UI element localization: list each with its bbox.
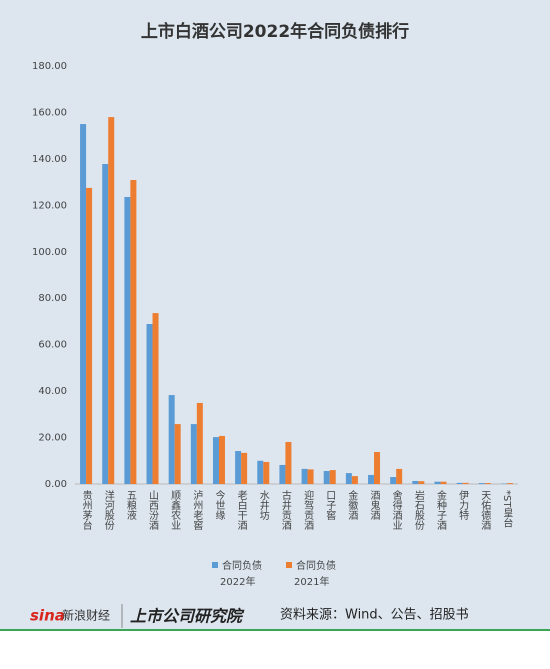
bar (130, 180, 137, 484)
chart-title: 上市白酒公司2022年合同负债排行 (141, 21, 409, 42)
x-tick-label: 顺鑫农业 (169, 490, 181, 530)
bar (80, 124, 87, 485)
bar (462, 482, 469, 484)
bar (351, 476, 358, 484)
bar (241, 452, 248, 484)
y-tick-label: 100.00 (32, 247, 67, 258)
legend-year: 2021年 (294, 575, 329, 588)
x-tick-label: *ST皇台 (501, 490, 513, 528)
footer-background (0, 630, 550, 669)
x-tick-label: 五粮液 (124, 490, 136, 521)
x-tick-label: 金种子酒 (434, 489, 446, 531)
logo: sina (30, 607, 65, 625)
bar (279, 464, 286, 484)
bar (396, 468, 403, 484)
legend-label: 合同负债 (296, 559, 336, 572)
legend-swatch (286, 562, 292, 568)
x-tick-label: 山西汾酒 (147, 490, 159, 531)
y-tick-label: 0.00 (45, 479, 67, 490)
y-tick-label: 80.00 (38, 293, 67, 304)
x-tick-label: 迎驾贡酒 (302, 490, 314, 531)
bar (102, 163, 109, 484)
x-tick-label: 古井贡酒 (279, 489, 291, 531)
bar (301, 468, 308, 484)
x-tick-label: 今世缘 (213, 489, 225, 520)
legend-year: 2022年 (220, 575, 255, 588)
y-tick-label: 180.00 (32, 61, 67, 72)
bar (390, 477, 397, 484)
bar (196, 402, 203, 484)
bar (285, 441, 292, 484)
bar (323, 470, 330, 484)
bar (506, 483, 513, 484)
legend-label: 合同负债 (222, 559, 262, 572)
x-tick-label: 舍得酒业 (390, 489, 402, 530)
bar (412, 480, 419, 484)
bar (257, 460, 264, 484)
footer-source: 资料来源：Wind、公告、招股书 (280, 608, 469, 623)
bar (124, 196, 131, 484)
bar (374, 451, 381, 484)
bar (478, 483, 485, 484)
x-tick-label: 老白干酒 (235, 489, 247, 531)
bar (345, 473, 352, 484)
bar (440, 481, 447, 484)
y-tick-label: 120.00 (32, 200, 67, 211)
bar (190, 424, 197, 484)
bar (456, 482, 463, 484)
y-tick-label: 40.00 (38, 386, 67, 397)
y-tick-label: 20.00 (38, 433, 67, 444)
x-tick-label: 酒鬼酒 (368, 490, 380, 521)
x-tick-label: 伊力特 (457, 490, 469, 520)
x-tick-label: 金徽酒 (346, 489, 358, 521)
y-tick-label: 60.00 (38, 340, 67, 351)
x-tick-label: 贵州茅台 (80, 489, 92, 531)
y-tick-label: 140.00 (32, 154, 67, 165)
bar (212, 437, 219, 484)
x-tick-label: 天佑德酒 (479, 490, 491, 531)
x-tick-label: 口子窖 (324, 490, 336, 521)
x-tick-label: 水井坊 (257, 490, 269, 521)
bar (108, 117, 115, 484)
legend-swatch (212, 562, 218, 568)
x-tick-label: 泸州老窖 (191, 490, 203, 531)
x-tick-label: 岩石股份 (412, 489, 424, 531)
bar (218, 435, 225, 484)
bar (152, 313, 159, 484)
y-tick-label: 160.00 (32, 107, 67, 118)
bar (307, 469, 314, 484)
bar (484, 483, 491, 484)
bar (174, 424, 181, 484)
bar (86, 187, 93, 484)
footer-institute: 上市公司研究院 (130, 607, 245, 626)
bar (168, 395, 175, 484)
bar (146, 323, 153, 484)
bar (263, 461, 270, 484)
bar (368, 474, 375, 484)
x-tick-label: 洋河股份 (102, 489, 114, 531)
bar (235, 451, 242, 484)
bar (434, 481, 441, 484)
bar (329, 470, 336, 484)
footer-logo: 新浪财经 (62, 608, 110, 623)
bar (418, 481, 425, 484)
